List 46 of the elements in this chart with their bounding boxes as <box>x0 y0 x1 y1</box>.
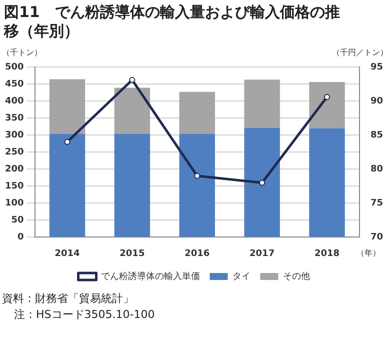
point <box>64 138 70 145</box>
bar <box>179 134 215 237</box>
bar <box>244 80 280 128</box>
point <box>129 76 136 83</box>
legend-label: タイ <box>232 272 250 282</box>
y2-tick-label: 90 <box>370 96 384 106</box>
y-axis-title: （千トン） <box>2 48 42 58</box>
chart-title: 図11 でん粉誘導体の輸入量および輸入価格の推移（年別） <box>2 2 341 42</box>
y2-tick-label: 75 <box>370 198 384 209</box>
bar <box>309 82 345 128</box>
legend-label: その他 <box>282 270 310 282</box>
x-axis-title: （年） <box>356 248 380 258</box>
y2-tick-label: 70 <box>370 232 384 243</box>
legend-label: でん粉誘導体の輸入単価 <box>100 270 200 282</box>
point <box>259 180 266 186</box>
y2-axis-title: （千円／トン） <box>332 48 388 58</box>
y-tick-label: 500 <box>4 62 24 72</box>
y-tick-label: 0 <box>18 232 24 243</box>
y-tick-label: 450 <box>4 79 24 90</box>
x-tick-label: 2015 <box>120 248 145 259</box>
y-tick-label: 100 <box>4 198 24 209</box>
bar <box>179 92 215 134</box>
y-tick-label: 200 <box>4 164 24 174</box>
y2-tick-label: 95 <box>370 62 384 72</box>
x-tick-label: 2017 <box>250 248 275 259</box>
text: 注：HSコード3505.10-100 <box>13 307 156 323</box>
bar <box>114 88 150 134</box>
x-tick-label: 2018 <box>314 248 340 259</box>
y-tick-label: 350 <box>4 113 24 124</box>
y2-tick-label: 80 <box>370 164 384 174</box>
text: 資料：財務省「貿易統計」 <box>2 291 135 307</box>
y-tick-label: 150 <box>4 181 24 192</box>
point <box>194 172 200 179</box>
y-tick-label: 50 <box>11 216 24 226</box>
point <box>324 94 330 100</box>
bar <box>114 134 150 237</box>
bar <box>309 128 345 237</box>
x-tick-label: 2014 <box>54 248 80 259</box>
y-tick-label: 250 <box>4 147 24 158</box>
bar <box>244 128 280 237</box>
bar <box>49 134 86 237</box>
x-tick-label: 2016 <box>184 248 210 259</box>
bar <box>49 79 86 134</box>
y2-tick-label: 85 <box>370 130 384 140</box>
y-tick-label: 400 <box>4 96 24 106</box>
y-tick-label: 300 <box>4 130 24 140</box>
